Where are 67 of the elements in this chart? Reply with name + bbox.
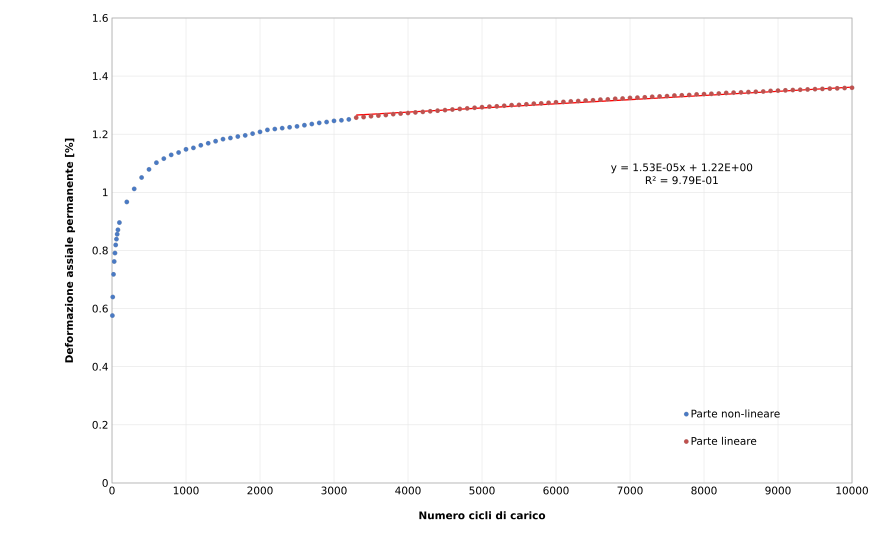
y-tick-label: 1.4 [92,72,108,80]
point [110,294,116,300]
point [272,126,278,132]
y-tick-label: 0.2 [92,420,108,429]
point [132,186,137,192]
point [332,118,336,124]
point [114,232,120,237]
point [117,220,122,225]
x-tick-label: 2000 [247,486,273,494]
point [242,133,248,138]
y-axis-title: Deformazione assiale permanente [%] [64,138,76,362]
x-tick-label: 6000 [543,486,569,494]
point [112,259,117,264]
legend-label: Parte non-lineare [692,409,780,418]
x-tick-label: 1000 [174,486,199,494]
point [111,272,116,277]
y-tick-label: 1.2 [92,130,108,138]
point [168,152,174,158]
point [112,250,118,256]
x-tick-label: 8000 [691,486,717,494]
point [265,127,270,132]
point [302,122,307,128]
y-tick-label: 1 [102,188,108,196]
y-tick-label: 0.6 [92,304,108,313]
y-tick-label: 0 [102,479,108,487]
y-tick-label: 1.6 [92,14,108,22]
point [161,156,166,162]
y-tick-label: 0.8 [92,246,108,254]
point [220,136,226,142]
point [316,120,322,126]
point [191,146,196,150]
point [176,150,181,155]
x-tick-label: 3000 [321,486,347,494]
x-tick-label: 10000 [836,486,868,494]
point [139,175,144,180]
x-axis-title: Numero cicli di carico [419,511,546,520]
x-tick-label: 5000 [470,486,495,494]
point [294,124,300,129]
point [113,242,118,248]
annotation: R² = 9.79E-01 [646,176,718,184]
point [213,138,218,144]
point [114,236,119,242]
point [146,167,152,172]
point [346,117,352,122]
point [116,227,120,232]
annotation: y = 1.53E-05x + 1.22E+00 [611,163,752,174]
point [280,126,285,131]
point [110,313,115,318]
point [235,134,240,139]
x-tick-label: 4000 [395,486,421,494]
x-tick-label: 7000 [618,486,643,494]
point [339,118,344,123]
point [250,131,255,136]
x-tick-label: 9000 [765,486,791,494]
point [124,200,130,204]
y-tick-label: 0.4 [92,362,108,371]
point [324,120,329,124]
point [184,146,188,152]
legend-label: Parte lineare [692,436,756,445]
point [206,140,211,146]
point [309,122,314,126]
x-tick-label: 0 [109,486,115,494]
point [228,136,233,140]
point [198,142,204,148]
point [154,160,159,166]
point [258,130,262,134]
point [287,124,292,130]
